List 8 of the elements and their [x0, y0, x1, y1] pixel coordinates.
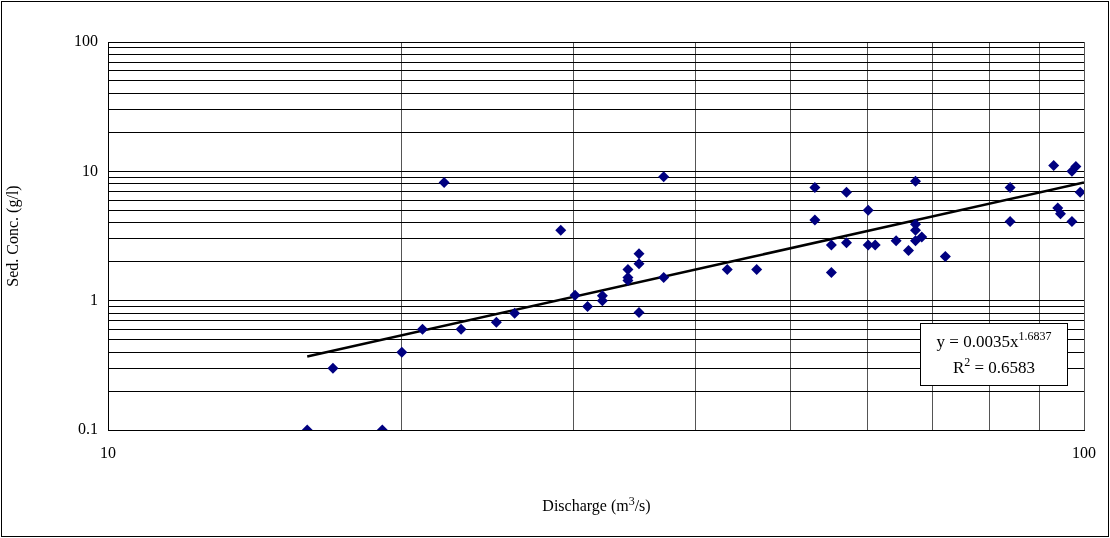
- annotation: R$^{2}$ = 0.6583: [951, 354, 1037, 379]
- x-axis-title: Discharge (m$^{3}$/s): [541, 494, 652, 516]
- y-tick-label: 100: [74, 32, 98, 50]
- y-tick-label: 1: [90, 290, 98, 308]
- y-tick-label: 10: [82, 161, 98, 179]
- annotation: y = 0.0035x$^{1.6837}$: [935, 328, 1053, 353]
- y-axis-title: Sed. Conc. (g/l): [3, 185, 22, 287]
- y-tick-label: 0.1: [78, 420, 98, 438]
